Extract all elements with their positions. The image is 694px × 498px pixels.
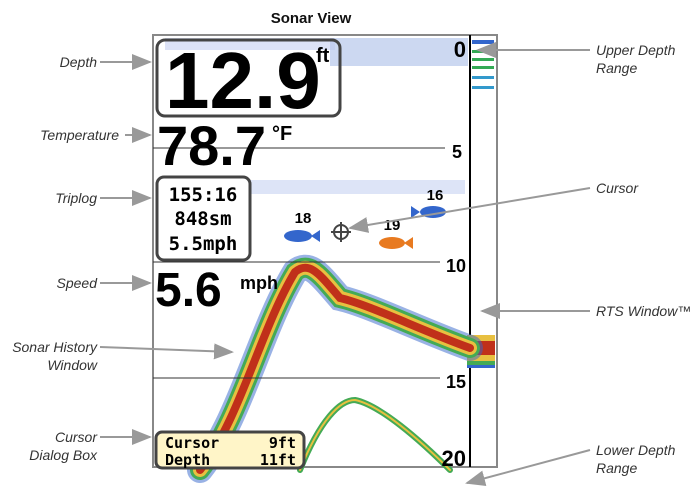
callout-arrows (99, 42, 591, 487)
callout-label: Range (596, 460, 637, 476)
cursor-dialog-text: 11ft (260, 451, 296, 469)
callout-label: Upper Depth (596, 42, 676, 58)
triplog-line: 848sm (174, 208, 231, 230)
triplog-box (155, 175, 252, 262)
callout-label: Range (596, 60, 637, 76)
triplog-line: 5.5mph (169, 233, 238, 255)
depth-box (155, 38, 342, 118)
depth-value: 12.9 (165, 36, 321, 125)
callout-label: Sonar History (12, 339, 98, 355)
sonar-screen: 0 5 10 15 20 12.9 ft 78.7 °F 155:16 848s… (152, 34, 498, 483)
callout-label: Triplog (55, 190, 97, 206)
callout-label: Lower Depth (596, 442, 676, 458)
fish-depth: 16 (427, 187, 444, 204)
temperature-unit: °F (272, 123, 292, 145)
speed-value: 5.6 (155, 264, 222, 317)
depth-scale-label: 5 (452, 142, 462, 162)
cursor (331, 222, 351, 242)
cursor-dialog-text: Depth (165, 451, 210, 469)
bottom-return (187, 254, 483, 483)
depth-scale-label: 15 (446, 372, 466, 392)
fish-depth: 18 (295, 210, 312, 227)
callout-label: Cursor (55, 429, 98, 445)
cursor-dialog-text: Cursor (165, 434, 219, 452)
callout-label: RTS Window™ (596, 303, 691, 319)
temperature-value: 78.7 (157, 114, 266, 177)
callout-label: Depth (60, 54, 98, 70)
callout-label: Cursor (596, 180, 639, 196)
callout-label: Dialog Box (29, 447, 98, 463)
cursor-dialog-text: 9ft (269, 434, 296, 452)
callout-label: Speed (57, 275, 99, 291)
callout-label: Window (47, 357, 98, 373)
depth-unit: ft (316, 45, 330, 67)
depth-scale-label: 20 (442, 446, 466, 471)
depth-scale-label: 10 (446, 256, 466, 276)
callout-label: Temperature (40, 127, 119, 143)
depth-scale-label: 0 (454, 37, 466, 62)
triplog-line: 155:16 (169, 184, 238, 206)
speed-unit: mph (240, 273, 278, 293)
title: Sonar View (271, 10, 352, 27)
cursor-dialog (154, 430, 306, 470)
